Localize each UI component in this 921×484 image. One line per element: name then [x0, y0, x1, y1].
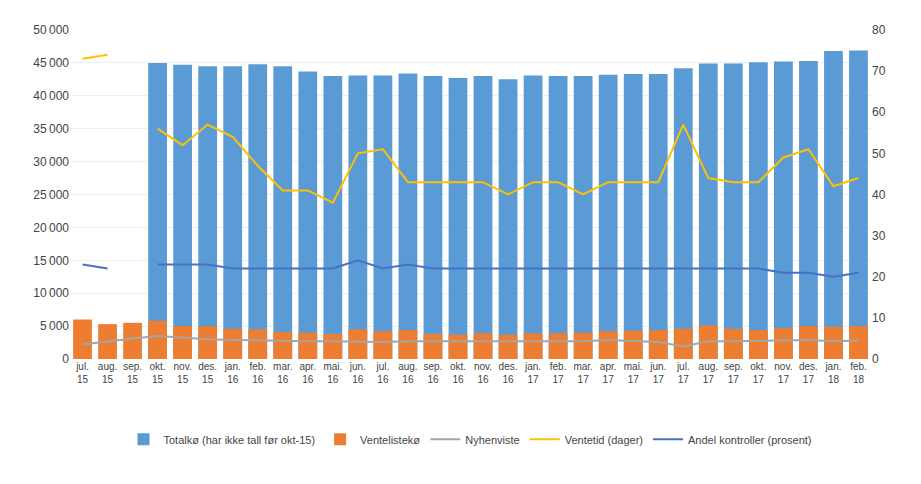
svg-text:Ventetid (dager): Ventetid (dager) [565, 434, 643, 446]
svg-text:jan.18: jan.18 [824, 361, 841, 385]
svg-text:Ventelistekø: Ventelistekø [360, 434, 420, 446]
svg-text:30 000: 30 000 [33, 155, 69, 169]
svg-text:jul.16: jul.16 [375, 361, 389, 385]
svg-text:0: 0 [872, 352, 879, 366]
svg-text:5 000: 5 000 [40, 319, 69, 333]
svg-text:mar.16: mar.16 [273, 361, 292, 385]
svg-text:sep.15: sep.15 [123, 361, 142, 385]
svg-text:60: 60 [872, 105, 886, 119]
svg-text:mar.17: mar.17 [573, 361, 592, 385]
svg-text:15 000: 15 000 [33, 253, 69, 267]
svg-text:aug.15: aug.15 [98, 361, 117, 385]
svg-text:40: 40 [872, 188, 886, 202]
svg-text:jun.16: jun.16 [349, 361, 366, 385]
svg-text:sep.16: sep.16 [423, 361, 442, 385]
svg-text:45 000: 45 000 [33, 56, 69, 70]
svg-text:50: 50 [872, 147, 886, 161]
svg-text:50 000: 50 000 [33, 23, 69, 37]
svg-text:10 000: 10 000 [33, 286, 69, 300]
svg-text:okt.15: okt.15 [150, 361, 166, 385]
svg-text:40 000: 40 000 [33, 89, 69, 103]
svg-text:jan.17: jan.17 [524, 361, 541, 385]
svg-text:aug.16: aug.16 [398, 361, 417, 385]
svg-text:nov.16: nov.16 [474, 361, 492, 385]
svg-text:des.17: des.17 [799, 361, 818, 385]
svg-text:apr.17: apr.17 [600, 361, 617, 385]
svg-text:mai.16: mai.16 [323, 361, 342, 385]
svg-text:okt.16: okt.16 [450, 361, 466, 385]
svg-text:aug.17: aug.17 [699, 361, 718, 385]
svg-text:70: 70 [872, 64, 886, 78]
svg-text:feb.18: feb.18 [850, 361, 867, 385]
svg-text:mai.17: mai.17 [624, 361, 643, 385]
svg-text:80: 80 [872, 23, 886, 37]
svg-text:okt.17: okt.17 [750, 361, 766, 385]
svg-text:nov.17: nov.17 [774, 361, 792, 385]
svg-text:Nyhenviste: Nyhenviste [465, 434, 519, 446]
svg-text:jan.16: jan.16 [224, 361, 241, 385]
svg-text:30: 30 [872, 229, 886, 243]
svg-text:0: 0 [62, 352, 69, 366]
svg-text:jul.15: jul.15 [75, 361, 89, 385]
svg-text:25 000: 25 000 [33, 188, 69, 202]
svg-text:des.15: des.15 [198, 361, 217, 385]
svg-text:10: 10 [872, 311, 886, 325]
svg-text:20: 20 [872, 270, 886, 284]
svg-text:feb.17: feb.17 [550, 361, 567, 385]
svg-text:apr.16: apr.16 [299, 361, 316, 385]
svg-text:sep.17: sep.17 [724, 361, 743, 385]
svg-text:jul.17: jul.17 [676, 361, 690, 385]
svg-text:jun.17: jun.17 [649, 361, 666, 385]
svg-text:20 000: 20 000 [33, 221, 69, 235]
svg-text:Andel kontroller (prosent): Andel kontroller (prosent) [688, 434, 812, 446]
svg-text:feb.16: feb.16 [249, 361, 266, 385]
svg-text:des.16: des.16 [499, 361, 518, 385]
svg-text:Totalkø (har ikke tall før okt: Totalkø (har ikke tall før okt-15) [164, 434, 316, 446]
svg-text:35 000: 35 000 [33, 122, 69, 136]
svg-text:nov.15: nov.15 [174, 361, 192, 385]
